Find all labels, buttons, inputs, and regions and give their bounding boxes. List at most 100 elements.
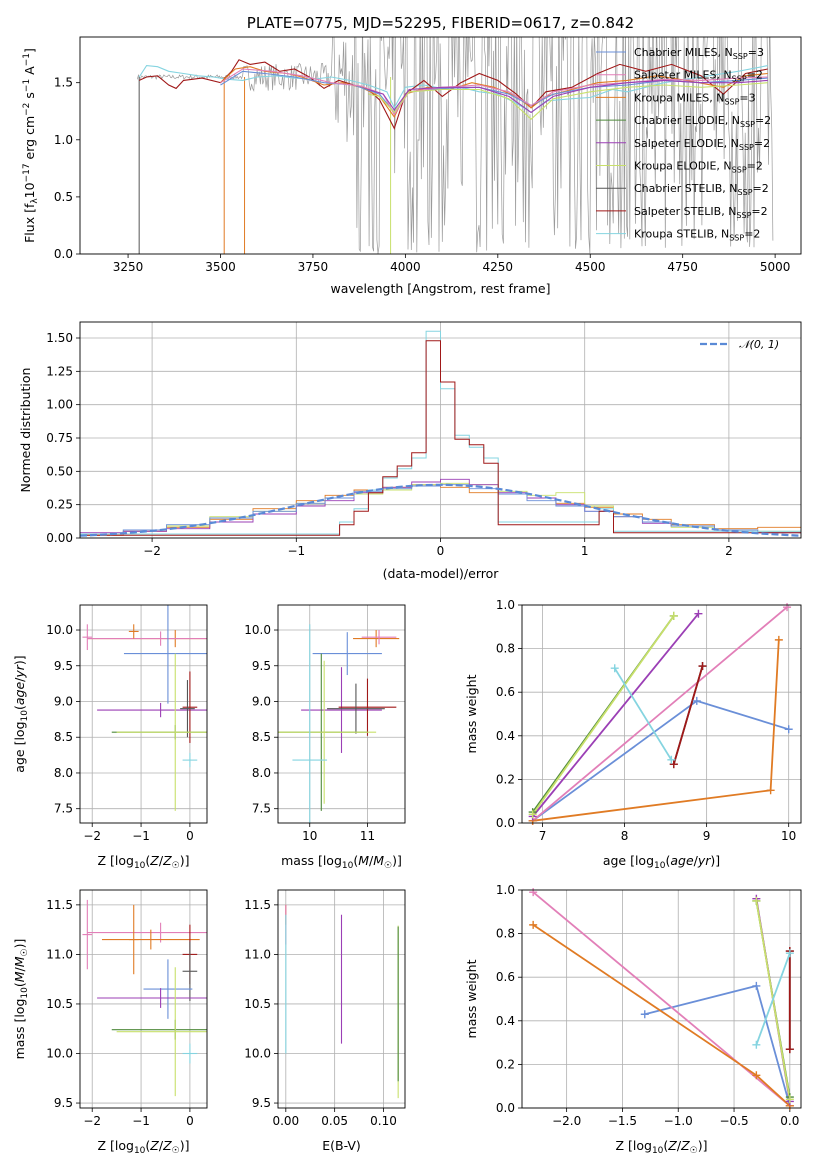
y-tick-label: 11.5 [244, 898, 271, 912]
weight-point-marker [694, 609, 703, 618]
x-tick-label: 4000 [390, 260, 421, 274]
legend-entry: 𝒩(0, 1) [739, 338, 779, 351]
y-tick-label: 0.50 [46, 464, 73, 478]
x-tick-label: 7 [539, 829, 547, 843]
weight-series-line [672, 665, 704, 765]
y-tick-label: 10.0 [46, 623, 73, 637]
y-tick-label: 1.5 [54, 76, 73, 90]
y-tick-label: 7.5 [54, 802, 73, 816]
axes-frame [79, 321, 802, 539]
x-tick-label: 5000 [760, 260, 791, 274]
x-tick-label: 0.0 [780, 1114, 799, 1128]
legend: Chabrier MILES, NSSP=3 Salpeter MILES, NS… [596, 46, 771, 243]
x-tick-label: 10 [781, 829, 796, 843]
x-tick-label: 4500 [575, 260, 606, 274]
y-tick-label: 10.0 [46, 1047, 73, 1061]
weight-series-line [531, 615, 675, 815]
y-tick-label: 0.8 [496, 927, 515, 941]
plot-area-mass_vs_ebv [285, 904, 399, 1099]
y-tick-label: 0.0 [496, 1101, 515, 1115]
y-tick-label: 11.0 [46, 947, 73, 961]
x-axis-label: age [log10(age/yr)] [603, 853, 720, 871]
x-axis-label: Z [log10(Z/Z☉)] [97, 853, 189, 871]
plot-area-weight_vs_age [531, 606, 789, 822]
weight-series-line [613, 667, 673, 761]
y-tick-label: 0.6 [496, 970, 515, 984]
axes-frame [277, 604, 406, 824]
weight-point-marker [640, 1010, 649, 1019]
x-tick-label: 2 [725, 544, 733, 558]
x-tick-label: 3750 [298, 260, 329, 274]
x-tick-label: −1.0 [664, 1114, 693, 1128]
axes-weight_vs_z: −2.0 −1.5 −1.0 −0.5 0.0 0.0 0.2 0.4 0.6 0.8 1.0 [496, 883, 802, 1128]
x-tick-label: 3500 [205, 260, 236, 274]
weight-point-marker [610, 664, 619, 673]
plot-area-mass_vs_z [82, 899, 207, 1097]
y-tick-label: 10.0 [244, 623, 271, 637]
model-spectrum-line [220, 68, 768, 116]
x-tick-label: 0 [186, 829, 194, 843]
x-tick-label: 1 [581, 544, 589, 558]
x-tick-label: 11 [360, 829, 375, 843]
x-tick-label: 0 [186, 1114, 194, 1128]
x-tick-label: 9 [703, 829, 711, 843]
axes-frame [521, 604, 802, 824]
weight-point-marker [669, 611, 678, 620]
legend-entry: Salpeter STELIB, NSSP=2 [634, 205, 768, 220]
model-spectrum-line [368, 82, 768, 120]
legend-entry: Chabrier STELIB, NSSP=2 [634, 182, 769, 197]
legend-entry: Chabrier ELODIE, NSSP=2 [634, 114, 771, 129]
y-tick-label: 8.0 [54, 766, 73, 780]
y-tick-label: 8.5 [252, 730, 271, 744]
y-tick-label: 0.2 [496, 1057, 515, 1071]
model-spectrum-line [368, 79, 768, 114]
legend-entry: Kroupa MILES, NSSP=3 [634, 91, 756, 106]
weight-point-marker [785, 1045, 794, 1054]
y-tick-label: 1.50 [46, 331, 73, 345]
y-tick-label: 0.4 [496, 729, 515, 743]
weight-point-marker [692, 696, 701, 705]
axes-residuals: −2 −1 0 1 2 0.00 0.25 0.50 0.75 1.00 1.25 1.50 𝒩(0, … [18, 321, 802, 581]
x-tick-label: −1 [132, 1114, 150, 1128]
weight-series-line [532, 891, 791, 1107]
x-tick-label: −1 [287, 544, 305, 558]
weight-point-marker [785, 1095, 794, 1104]
y-tick-label: 0.5 [54, 190, 73, 204]
legend-entry: Kroupa ELODIE, NSSP=2 [634, 160, 763, 175]
normal-curve [80, 483, 801, 537]
y-tick-label: 9.5 [252, 659, 271, 673]
x-tick-label: −1.5 [608, 1114, 637, 1128]
weight-point-marker [752, 981, 761, 990]
weight-series-line [532, 606, 788, 822]
x-axis-label: E(B-V) [322, 1138, 361, 1153]
y-axis-label: mass [log10(M/M☉)] [12, 939, 30, 1060]
x-tick-label: 10 [302, 829, 317, 843]
axes-frame [277, 889, 406, 1109]
weight-point-marker [752, 1040, 761, 1049]
y-tick-label: 8.0 [252, 766, 271, 780]
y-axis-label: Flux [fλ10−17 erg cm−2 s−1 A−1] [22, 48, 40, 243]
y-tick-label: 10.0 [244, 1047, 271, 1061]
weight-series-line [532, 924, 791, 1107]
y-tick-label: 0.0 [54, 247, 73, 261]
axes-frame [521, 889, 802, 1109]
y-tick-label: 9.5 [54, 1096, 73, 1110]
plot-area-spectrum [80, 37, 774, 254]
y-axis-label: age [log10(age/yr)] [12, 655, 30, 772]
legend-entry: Salpeter MILES, NSSP=2 [634, 69, 763, 84]
y-tick-label: 9.0 [54, 694, 73, 708]
x-tick-label: 8 [621, 829, 629, 843]
axes-frame [79, 889, 208, 1109]
x-tick-label: −2 [83, 829, 101, 843]
plot-area-residuals [80, 330, 801, 538]
y-tick-label: 0.00 [46, 531, 73, 545]
x-axis-label: (data-model)/error [383, 566, 500, 581]
model-spectrum-line [138, 65, 768, 114]
axes-age_vs_mass: 10 11 7.5 8.0 8.5 9.0 9.5 10.0 [244, 604, 406, 843]
x-tick-label: 4750 [667, 260, 698, 274]
weight-point-marker [752, 1071, 761, 1080]
chart-title: PLATE=0775, MJD=52295, FIBERID=0617, z=0… [247, 14, 634, 32]
y-tick-label: 9.5 [252, 1096, 271, 1110]
x-tick-label: −2 [83, 1114, 101, 1128]
